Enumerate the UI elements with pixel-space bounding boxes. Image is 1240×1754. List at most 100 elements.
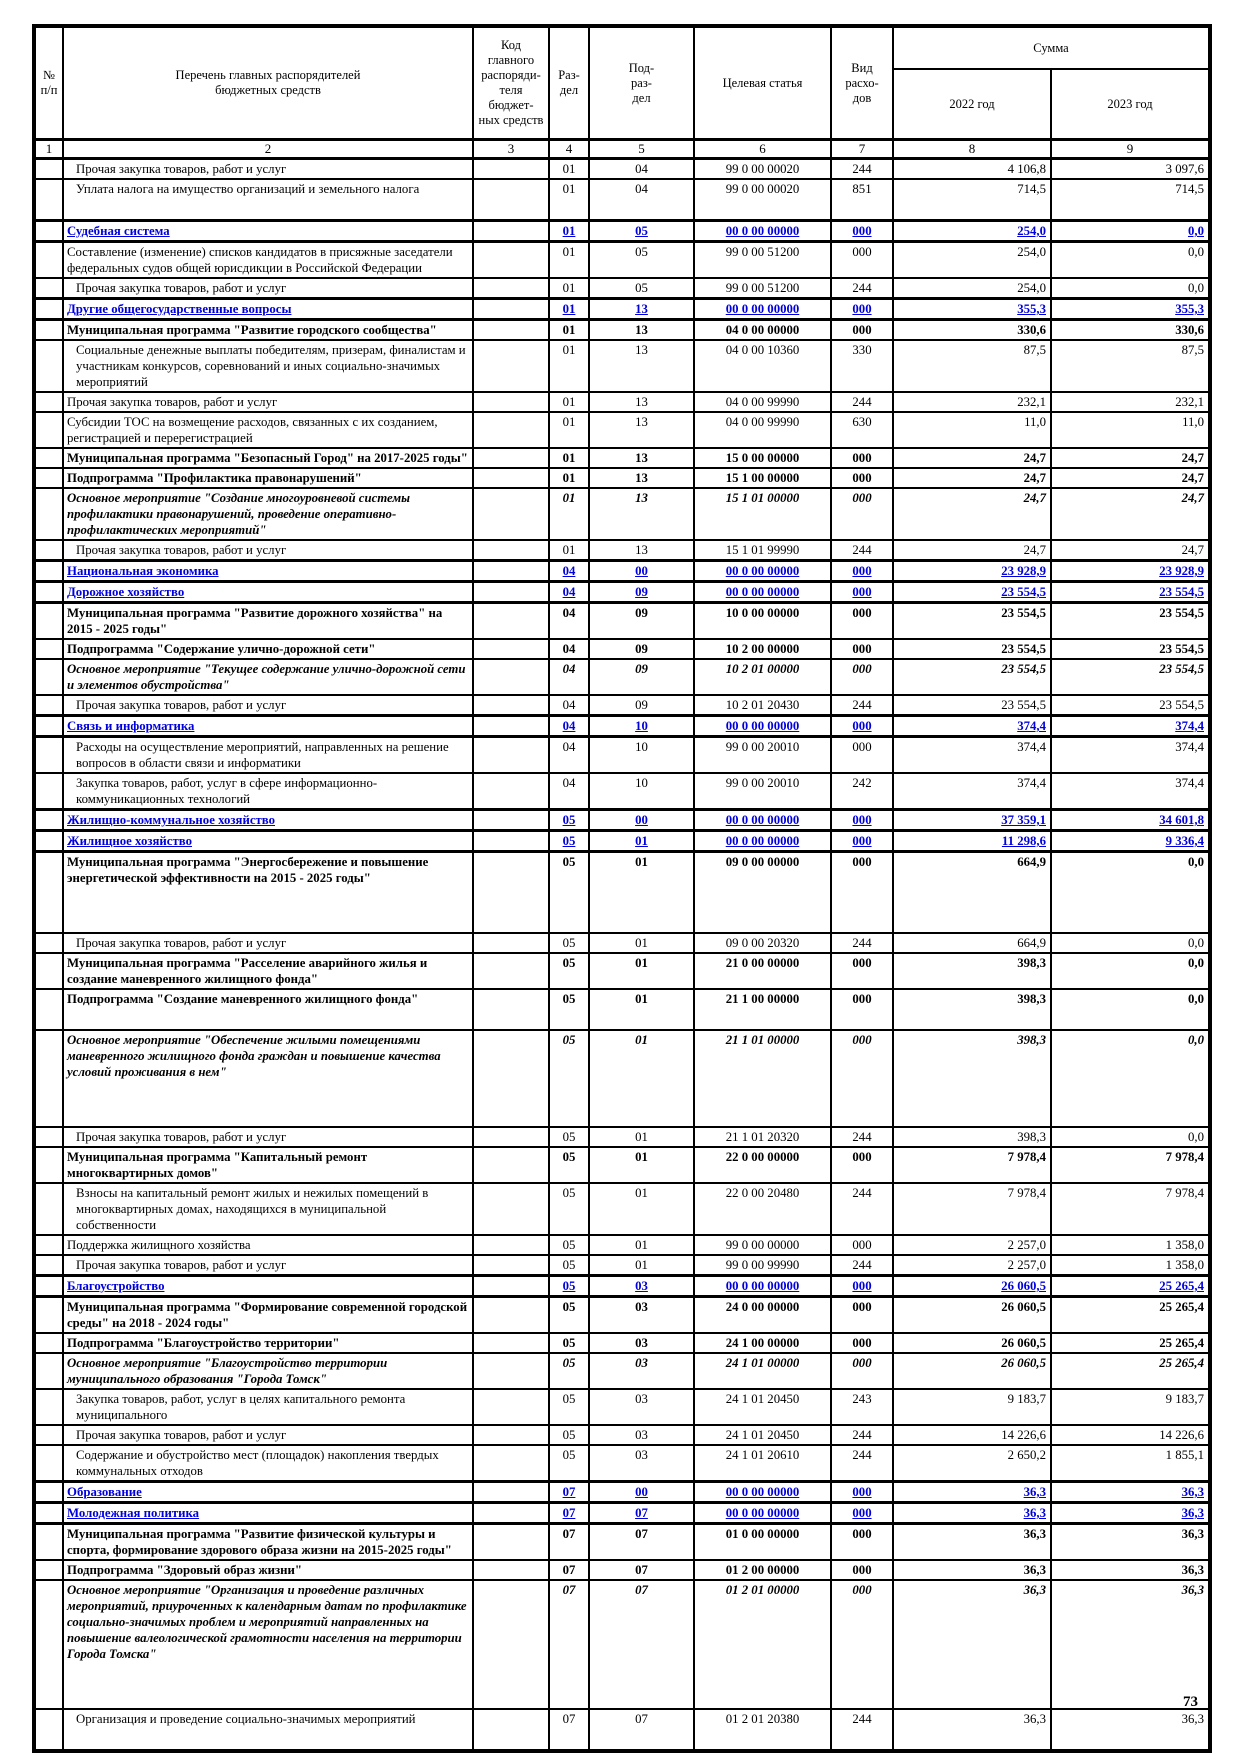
row-label: Муниципальная программа "Расселение авар…: [62, 952, 474, 990]
row-label: Прочая закупка товаров, работ и услуг: [62, 391, 474, 413]
row-podrazdel: 09: [588, 601, 695, 640]
row-target-article: 00 0 00 00000: [693, 559, 832, 583]
table-row: Муниципальная программа "Безопасный Горо…: [33, 447, 1211, 469]
table-row: Прочая закупка товаров, работ и услуг 01 1…: [33, 391, 1211, 413]
row-num: [33, 1501, 64, 1525]
row-target-article: 99 0 00 00020: [693, 178, 832, 222]
row-num: [33, 539, 64, 562]
table-row: Уплата налога на имущество организаций и…: [33, 178, 1211, 222]
row-sum-2022: 26 060,5: [892, 1332, 1052, 1354]
row-sum-2022: 254,0: [892, 219, 1052, 243]
row-label: Закупка товаров, работ, услуг в сфере ин…: [62, 772, 474, 811]
table-row: Судебная система 01 05 00 0 00 00000 000 254,…: [33, 219, 1211, 243]
row-razdel: 01: [548, 318, 590, 341]
row-code: [472, 447, 550, 469]
row-sum-2022: 398,3: [892, 952, 1052, 990]
row-target-article: 01 2 01 20380: [693, 1708, 832, 1752]
row-num: [33, 467, 64, 489]
row-podrazdel: 01: [588, 1146, 695, 1184]
row-razdel: 01: [548, 391, 590, 413]
row-label: Основное мероприятие "Организация и пров…: [62, 1579, 474, 1710]
row-label: Муниципальная программа "Формирование со…: [62, 1295, 474, 1334]
row-label: Молодежная политика: [62, 1501, 474, 1525]
row-podrazdel: 03: [588, 1352, 695, 1390]
row-podrazdel: 07: [588, 1559, 695, 1581]
row-target-article: 00 0 00 00000: [693, 580, 832, 604]
row-razdel: 05: [548, 1126, 590, 1148]
row-num: [33, 339, 64, 393]
row-podrazdel: 01: [588, 932, 695, 954]
row-code: [472, 580, 550, 604]
row-expense-type: 000: [830, 808, 894, 832]
row-expense-type: 000: [830, 829, 894, 853]
row-label: Национальная экономика: [62, 559, 474, 583]
row-sum-2023: 25 265,4: [1050, 1352, 1211, 1390]
row-expense-type: 000: [830, 447, 894, 469]
row-podrazdel: 01: [588, 952, 695, 990]
row-sum-2023: 24,7: [1050, 487, 1211, 541]
table-row: Национальная экономика 04 00 00 0 00 00000 0…: [33, 559, 1211, 583]
header-num: № п/п: [33, 25, 64, 141]
header-row-main: № п/п Перечень главных распорядителей бю…: [33, 25, 1211, 141]
row-sum-2023: 36,3: [1050, 1501, 1211, 1525]
row-num: [33, 157, 64, 180]
row-sum-2023: 0,0: [1050, 219, 1211, 243]
table-row: Подпрограмма "Создание маневренного жили…: [33, 988, 1211, 1031]
row-sum-2023: 23 928,9: [1050, 559, 1211, 583]
row-expense-type: 244: [830, 391, 894, 413]
row-sum-2022: 87,5: [892, 339, 1052, 393]
row-label: Муниципальная программа "Развитие физиче…: [62, 1522, 474, 1561]
row-sum-2023: 232,1: [1050, 391, 1211, 413]
row-podrazdel: 00: [588, 808, 695, 832]
row-target-article: 22 0 00 00000: [693, 1146, 832, 1184]
table-row: Муниципальная программа "Развитие физиче…: [33, 1522, 1211, 1561]
row-podrazdel: 03: [588, 1274, 695, 1298]
row-expense-type: 000: [830, 240, 894, 279]
row-sum-2023: 24,7: [1050, 467, 1211, 489]
table-row: Прочая закупка товаров, работ и услуг 05 0…: [33, 1254, 1211, 1277]
header-sum: Сумма: [892, 25, 1211, 70]
row-sum-2022: 36,3: [892, 1480, 1052, 1504]
row-podrazdel: 03: [588, 1424, 695, 1446]
table-row: Закупка товаров, работ, услуг в сфере ин…: [33, 772, 1211, 811]
row-expense-type: 000: [830, 1501, 894, 1525]
row-label: Организация и проведение социально-значи…: [62, 1708, 474, 1752]
row-podrazdel: 10: [588, 714, 695, 738]
row-code: [472, 850, 550, 934]
row-sum-2022: 24,7: [892, 487, 1052, 541]
row-label: Благоустройство: [62, 1274, 474, 1298]
row-podrazdel: 13: [588, 339, 695, 393]
table-row: Основное мероприятие "Текущее содержание…: [33, 658, 1211, 696]
header-year-2022: 2022 год: [892, 68, 1052, 141]
table-row: Другие общегосударственные вопросы 01 13 00…: [33, 297, 1211, 321]
row-sum-2023: 374,4: [1050, 714, 1211, 738]
row-num: [33, 638, 64, 660]
row-target-article: 10 2 01 20430: [693, 694, 832, 717]
table-row: Расходы на осуществление мероприятий, на…: [33, 735, 1211, 774]
row-label: Закупка товаров, работ, услуг в целях ка…: [62, 1388, 474, 1426]
row-razdel: 05: [548, 1352, 590, 1390]
col-number: 6: [693, 138, 832, 160]
row-sum-2022: 24,7: [892, 539, 1052, 562]
row-sum-2022: 664,9: [892, 932, 1052, 954]
row-label: Взносы на капитальный ремонт жилых и неж…: [62, 1182, 474, 1236]
row-sum-2022: 9 183,7: [892, 1388, 1052, 1426]
row-podrazdel: 13: [588, 539, 695, 562]
row-target-article: 22 0 00 20480: [693, 1182, 832, 1236]
row-label: Основное мероприятие "Текущее содержание…: [62, 658, 474, 696]
header-expense-type: Вид расхо- дов: [830, 25, 894, 141]
row-target-article: 01 0 00 00000: [693, 1522, 832, 1561]
row-code: [472, 487, 550, 541]
row-target-article: 21 1 00 00000: [693, 988, 832, 1031]
row-num: [33, 1126, 64, 1148]
row-expense-type: 630: [830, 411, 894, 449]
row-target-article: 15 1 01 00000: [693, 487, 832, 541]
row-podrazdel: 00: [588, 1480, 695, 1504]
row-podrazdel: 13: [588, 447, 695, 469]
row-expense-type: 000: [830, 1234, 894, 1256]
row-razdel: 05: [548, 1029, 590, 1128]
row-razdel: 07: [548, 1480, 590, 1504]
row-sum-2023: 23 554,5: [1050, 638, 1211, 660]
table-row: Прочая закупка товаров, работ и услуг 04 0…: [33, 694, 1211, 717]
row-sum-2023: 714,5: [1050, 178, 1211, 222]
